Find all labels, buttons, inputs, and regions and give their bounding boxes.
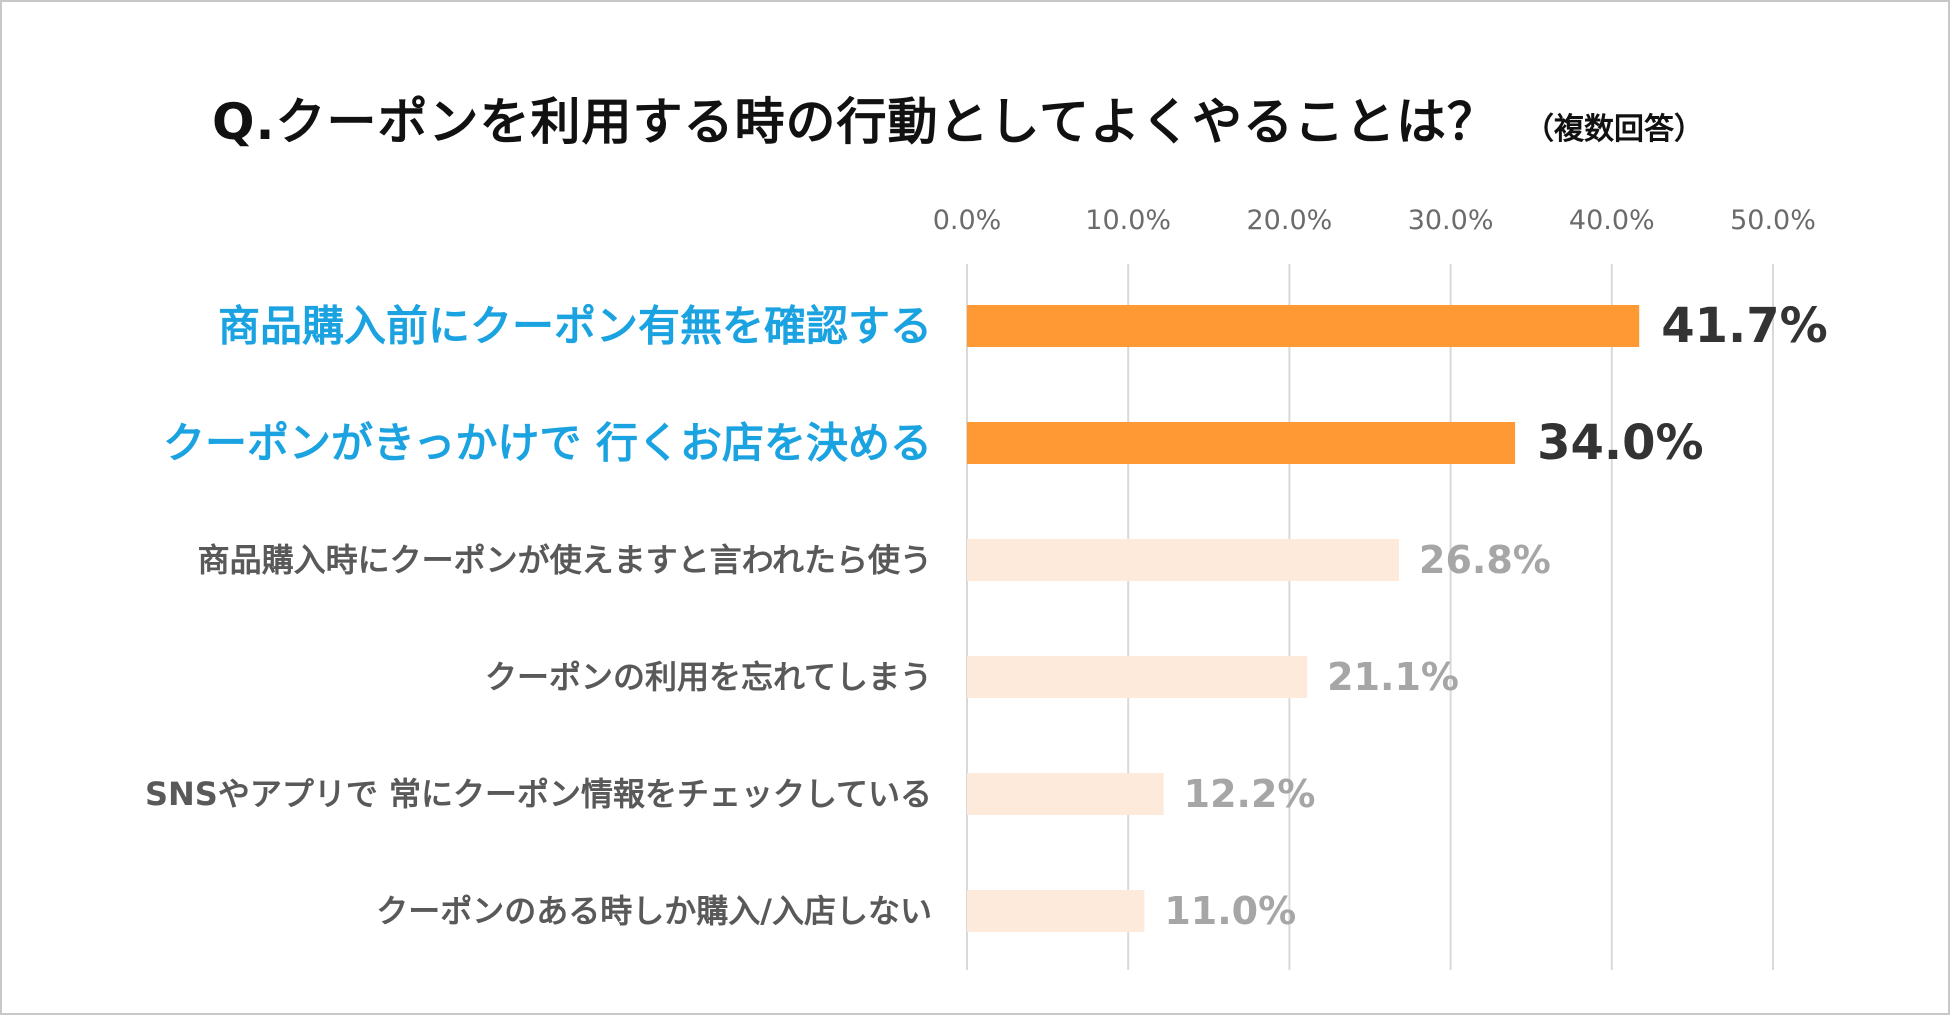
x-tick-label: 30.0%	[1408, 205, 1494, 236]
x-tick-label: 20.0%	[1247, 205, 1333, 236]
value-label: 41.7%	[1661, 298, 1828, 354]
category-label: SNSやアプリで 常にクーポン情報をチェックしている	[145, 775, 932, 813]
bar	[967, 539, 1400, 581]
value-label: 34.0%	[1537, 415, 1704, 471]
x-tick-label: 10.0%	[1085, 205, 1171, 236]
x-tick-label: 50.0%	[1730, 205, 1816, 236]
value-label: 12.2%	[1184, 772, 1316, 816]
category-label: 商品購入時にクーポンが使えますと言われたら使う	[198, 541, 932, 579]
bar	[967, 773, 1164, 815]
chart-title: Q.クーポンを利用する時の行動としてよくやることは？	[212, 93, 1498, 151]
category-label: クーポンがきっかけで 行くお店を決める	[163, 419, 932, 468]
chart-subtitle: （複数回答）	[1524, 112, 1704, 147]
bar	[967, 305, 1640, 347]
category-label: 商品購入前にクーポン有無を確認する	[218, 302, 932, 351]
bar	[967, 422, 1516, 464]
x-tick-label: 40.0%	[1569, 205, 1655, 236]
value-label: 21.1%	[1327, 655, 1459, 699]
value-label: 11.0%	[1164, 889, 1296, 933]
category-label: クーポンのある時しか購入/入店しない	[376, 892, 932, 930]
x-tick-label: 0.0%	[933, 205, 1002, 236]
value-label: 26.8%	[1419, 538, 1551, 582]
title-block: Q.クーポンを利用する時の行動としてよくやることは？ （複数回答）	[212, 82, 1704, 154]
bar	[967, 656, 1308, 698]
bar	[967, 890, 1145, 932]
category-label: クーポンの利用を忘れてしまう	[485, 658, 932, 696]
